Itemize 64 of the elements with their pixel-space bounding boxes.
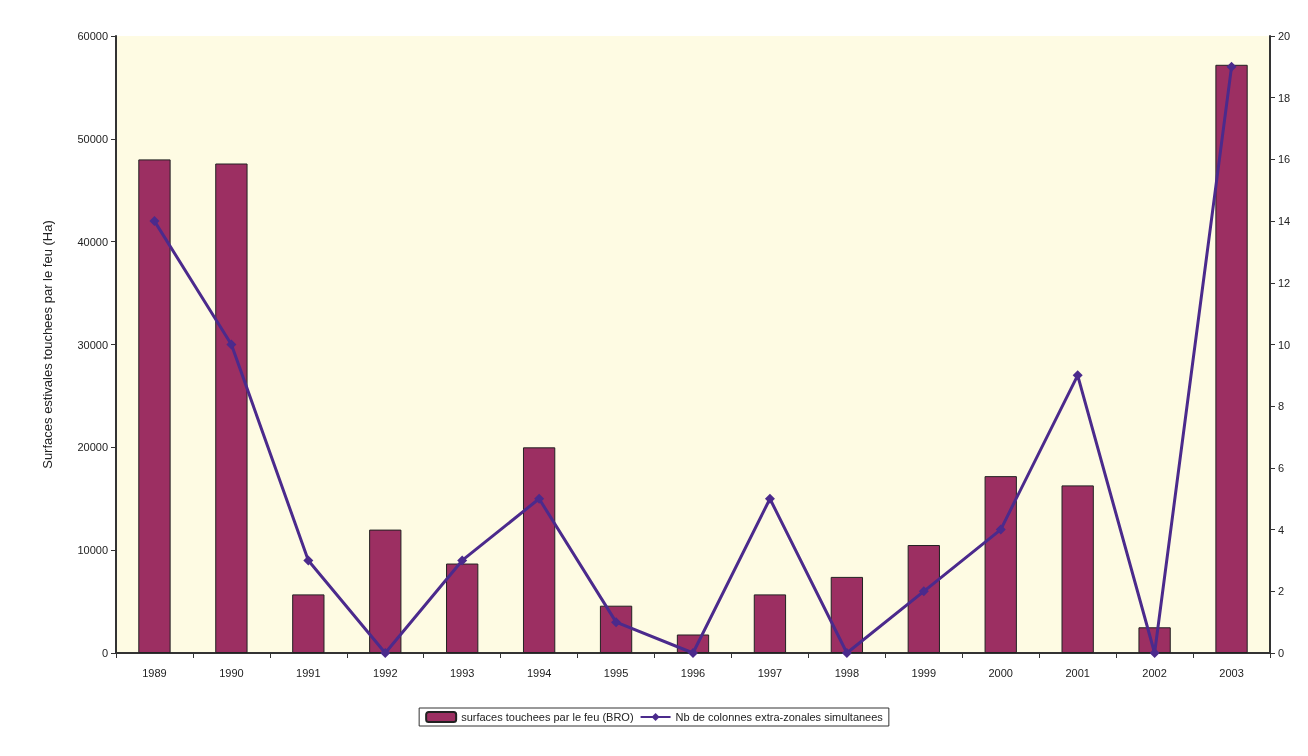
point bbox=[149, 216, 160, 227]
bar bbox=[292, 594, 325, 653]
bar bbox=[215, 163, 248, 653]
point bbox=[841, 648, 852, 658]
point bbox=[1072, 370, 1083, 381]
x-tick-label: 2003 bbox=[1219, 666, 1244, 679]
x-tick-label: 1995 bbox=[603, 666, 629, 679]
y2-tick-label: 8 bbox=[1278, 400, 1285, 413]
x-tick-label: 1993 bbox=[449, 666, 475, 679]
y2-tick-label: 6 bbox=[1278, 461, 1285, 474]
y2-tick-label: 20 bbox=[1278, 30, 1291, 42]
x-tick-label: 1994 bbox=[526, 666, 552, 679]
point bbox=[1149, 648, 1160, 658]
legend-label: surfaces touchees par le feu (BRO) bbox=[461, 711, 634, 723]
x-tick-label: 1989 bbox=[142, 666, 167, 679]
point bbox=[534, 493, 545, 504]
point bbox=[764, 493, 775, 504]
y2-tick-label: 18 bbox=[1278, 91, 1291, 104]
bar bbox=[1061, 485, 1094, 653]
x-tick-label: 1990 bbox=[219, 666, 244, 679]
bar bbox=[753, 594, 787, 653]
y2-tick-label: 10 bbox=[1278, 338, 1291, 351]
point bbox=[380, 648, 391, 658]
x-tick-label: 1996 bbox=[680, 666, 706, 679]
y-tick-label: 0 bbox=[101, 647, 108, 659]
point bbox=[995, 524, 1006, 535]
point bbox=[226, 339, 237, 350]
x-tick-label: 1997 bbox=[757, 666, 783, 679]
bar bbox=[599, 605, 633, 653]
x-tick-label: 1999 bbox=[911, 666, 937, 679]
y-axis-title: Surfaces estivales touchees par le feu (Ha) bbox=[40, 220, 55, 469]
x-tick-label: 2002 bbox=[1142, 666, 1167, 679]
legend-label: Nb de colonnes extra-zonales simultanees bbox=[675, 711, 884, 723]
x-tick-label: 1992 bbox=[373, 666, 398, 679]
bar bbox=[522, 447, 556, 653]
bar bbox=[138, 159, 171, 653]
y2-tick-label: 16 bbox=[1278, 153, 1291, 166]
point bbox=[457, 555, 468, 566]
y-tick-label: 30000 bbox=[77, 338, 108, 351]
y-tick-label: 40000 bbox=[77, 235, 108, 248]
y2-tick-label: 4 bbox=[1278, 523, 1285, 536]
bar bbox=[907, 545, 940, 653]
point bbox=[1226, 61, 1237, 72]
point bbox=[611, 617, 622, 628]
point bbox=[688, 648, 698, 658]
x-tick-label: 1998 bbox=[834, 666, 860, 679]
x-tick-label: 2001 bbox=[1065, 666, 1090, 679]
y-tick-label: 50000 bbox=[77, 132, 108, 145]
y-tick-label: 60000 bbox=[77, 30, 108, 42]
bar bbox=[446, 563, 479, 653]
y-tick-label: 10000 bbox=[77, 544, 108, 557]
bar bbox=[830, 576, 864, 653]
y2-tick-label: 2 bbox=[1278, 585, 1285, 598]
x-tick-label: 2000 bbox=[988, 666, 1013, 679]
y2-tick-label: 0 bbox=[1278, 647, 1285, 659]
bar bbox=[369, 529, 402, 653]
bar bbox=[1215, 64, 1248, 653]
y2-tick-label: 14 bbox=[1278, 215, 1291, 228]
y2-tick-label: 12 bbox=[1278, 276, 1291, 289]
point bbox=[303, 555, 314, 566]
x-tick-label: 1991 bbox=[296, 666, 321, 679]
y-tick-label: 20000 bbox=[77, 441, 108, 454]
bar bbox=[984, 476, 1017, 653]
point bbox=[918, 586, 929, 597]
